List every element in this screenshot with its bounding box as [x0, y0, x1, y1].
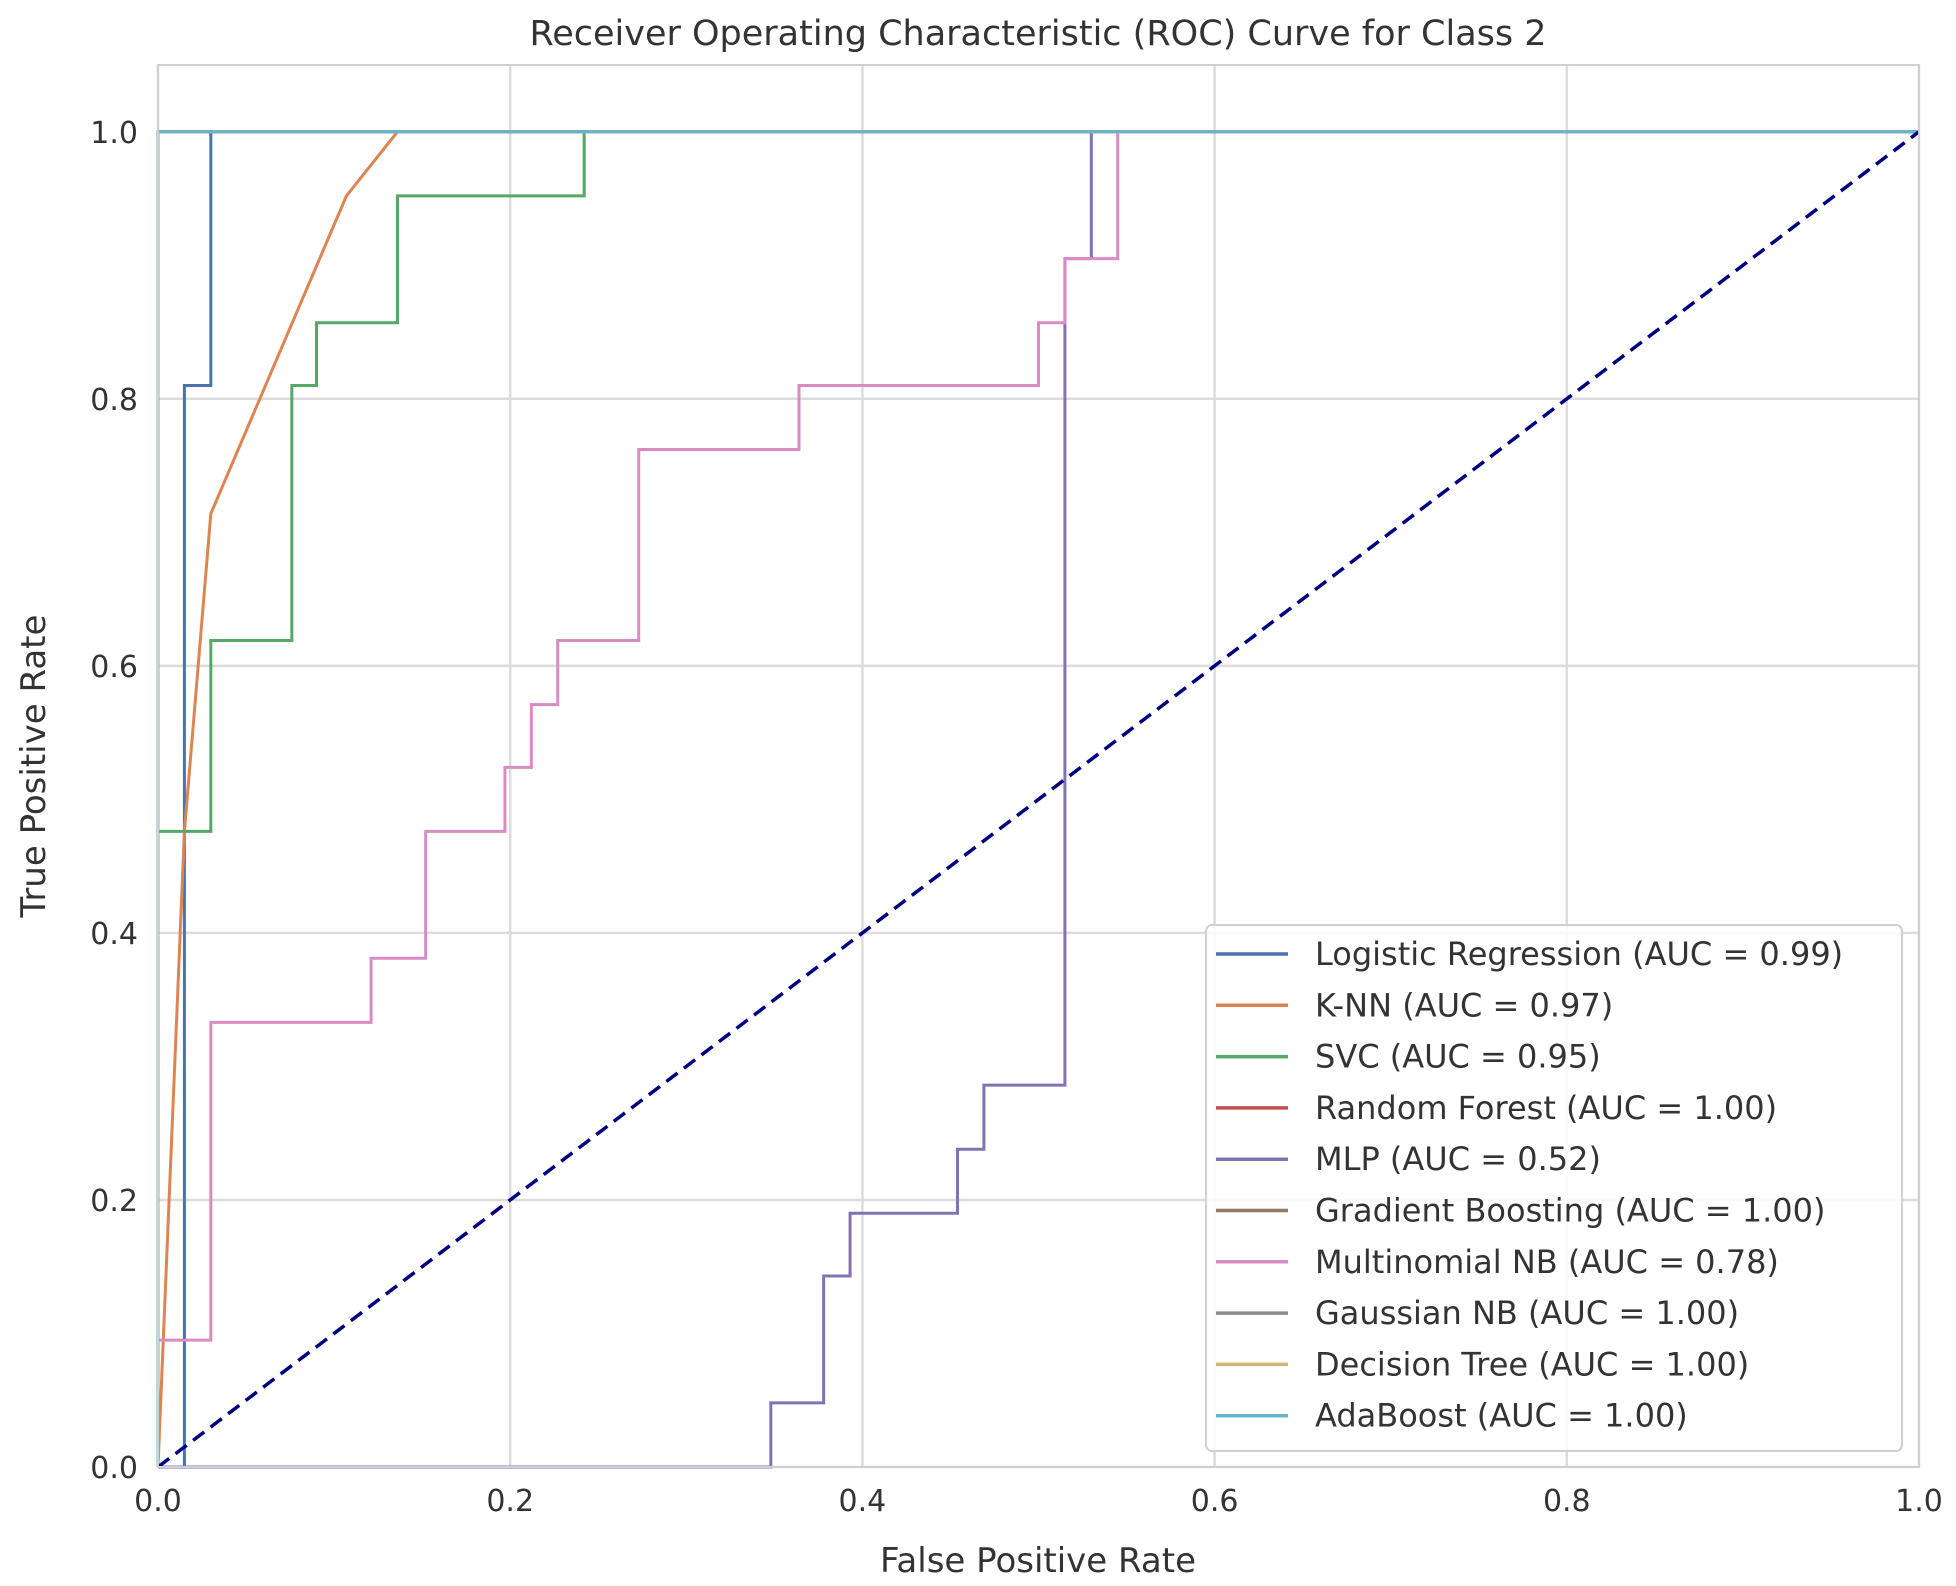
legend-entry: Random Forest (AUC = 1.00): [1315, 1089, 1777, 1127]
roc-line: [156, 130, 1919, 1467]
diagonal-reference-line: [156, 130, 1921, 1469]
ticks: 0.0 0.2 0.4 0.6 0.8 1.0 0.0 0.2 0.4 0.6 0.8 1.0: [90, 116, 1943, 1519]
x-tick-label: 0.4: [839, 1484, 887, 1519]
legend-entry: MLP (AUC = 0.52): [1315, 1140, 1601, 1178]
roc-line: [156, 130, 1919, 1467]
legend-entry: Gaussian NB (AUC = 1.00): [1315, 1294, 1739, 1332]
x-tick-label: 1.0: [1895, 1484, 1943, 1519]
legend-entry: Decision Tree (AUC = 1.00): [1315, 1345, 1749, 1383]
x-tick-label: 0.8: [1543, 1484, 1591, 1519]
legend-box: [1205, 924, 1903, 1452]
legend: Logistic Regression (AUC = 0.99) K-NN (AU…: [1205, 924, 1903, 1452]
y-tick-label: 1.0: [90, 116, 138, 151]
y-tick-label: 0.8: [90, 383, 138, 418]
x-tick-label: 0.2: [486, 1484, 534, 1519]
y-tick-label: 0.2: [90, 1184, 138, 1219]
y-tick-label: 0.4: [90, 917, 138, 952]
chart-title: Receiver Operating Characteristic (ROC) …: [529, 14, 1546, 54]
legend-entry: AdaBoost (AUC = 1.00): [1315, 1397, 1688, 1435]
legend-entry: Logistic Regression (AUC = 0.99): [1315, 935, 1843, 973]
plot-frame: [157, 64, 1920, 1468]
y-tick-label: 0.6: [90, 650, 138, 685]
y-tick-label: 0.0: [90, 1451, 138, 1486]
x-axis-label: False Positive Rate: [880, 1541, 1196, 1581]
legend-entry: SVC (AUC = 0.95): [1315, 1038, 1601, 1076]
x-tick-label: 0.0: [134, 1484, 182, 1519]
legend-entry: K-NN (AUC = 0.97): [1315, 986, 1613, 1024]
x-tick-label: 0.6: [1191, 1484, 1239, 1519]
y-axis-label: True Positive Rate: [14, 615, 54, 919]
legend-entry: Gradient Boosting (AUC = 1.00): [1315, 1192, 1825, 1230]
legend-entry: Multinomial NB (AUC = 0.78): [1315, 1243, 1779, 1281]
